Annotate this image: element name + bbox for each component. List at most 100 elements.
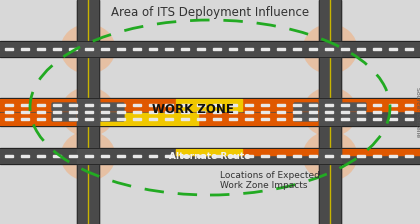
Bar [389,155,397,157]
Bar [117,104,125,106]
Bar [229,48,237,50]
Bar [293,48,301,50]
Bar [341,118,349,120]
Bar [229,118,237,120]
Bar [99,99,319,111]
Bar [341,48,349,50]
Bar [53,104,61,106]
Bar [213,155,221,157]
Bar [341,104,349,106]
Bar [325,118,333,120]
Bar [245,111,253,113]
Bar [85,111,93,113]
Bar [117,118,125,120]
Bar [5,155,13,157]
Bar [319,0,341,224]
Bar [213,104,221,106]
Bar [133,104,141,106]
Bar [53,118,61,120]
Bar [101,48,109,50]
Bar [293,111,301,113]
Bar [69,48,77,50]
Bar [149,155,157,157]
FancyBboxPatch shape [294,113,318,121]
Bar [165,111,173,113]
Bar [389,48,397,50]
Bar [319,41,341,57]
Bar [181,118,189,120]
Bar [5,104,13,106]
Bar [213,48,221,50]
Bar [149,104,157,106]
Bar [101,118,109,120]
Text: Source: Battelle: Source: Battelle [415,87,420,137]
Bar [77,98,99,126]
Bar [357,48,365,50]
Bar [245,118,253,120]
Bar [389,111,397,113]
Bar [389,118,397,120]
Bar [373,104,381,106]
Bar [229,111,237,113]
Bar [165,104,173,106]
Ellipse shape [302,87,357,137]
Bar [197,48,205,50]
Text: Alternate Route: Alternate Route [169,151,251,161]
Bar [69,155,77,157]
FancyBboxPatch shape [100,113,124,121]
Bar [5,111,13,113]
Bar [261,111,269,113]
Bar [405,48,413,50]
Bar [341,155,349,157]
Ellipse shape [302,24,357,74]
Bar [149,48,157,50]
Bar [21,48,29,50]
Text: Area of ITS Deployment Influence: Area of ITS Deployment Influence [111,6,309,19]
Bar [277,104,285,106]
Bar [69,111,77,113]
Bar [319,0,341,224]
Bar [133,118,141,120]
FancyBboxPatch shape [52,113,76,121]
Bar [176,99,242,111]
Bar [77,148,99,164]
Bar [69,104,77,106]
Bar [405,104,413,106]
Bar [37,155,45,157]
Bar [117,48,125,50]
Bar [277,118,285,120]
Bar [176,149,242,155]
Bar [85,118,93,120]
Bar [229,104,237,106]
Bar [85,155,93,157]
Bar [405,111,413,113]
Bar [181,155,189,157]
Bar [21,155,29,157]
Bar [0,99,77,111]
Bar [319,148,341,164]
Ellipse shape [60,131,116,181]
Bar [261,48,269,50]
Bar [373,111,381,113]
Bar [99,113,198,125]
Bar [373,118,381,120]
Bar [389,104,397,106]
Bar [277,111,285,113]
Bar [53,111,61,113]
Bar [229,155,237,157]
Bar [309,48,317,50]
Bar [341,111,349,113]
Bar [149,111,157,113]
Bar [293,155,301,157]
Bar [341,99,420,111]
Bar [85,48,93,50]
Bar [165,48,173,50]
Bar [181,104,189,106]
Ellipse shape [60,87,116,137]
Bar [133,48,141,50]
Bar [325,111,333,113]
Bar [0,113,77,125]
Bar [69,118,77,120]
Bar [101,111,109,113]
Bar [21,111,29,113]
